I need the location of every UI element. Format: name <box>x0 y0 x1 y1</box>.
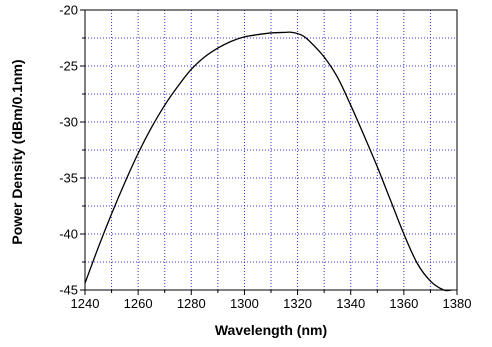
y-tick-label: -45 <box>59 283 78 298</box>
x-tick-label: 1320 <box>283 296 312 311</box>
x-axis-label: Wavelength (nm) <box>215 322 327 338</box>
x-tick-label: 1280 <box>177 296 206 311</box>
y-tick-label: -20 <box>59 3 78 18</box>
ticks <box>80 9 458 295</box>
x-tick-label: 1340 <box>336 296 365 311</box>
y-tick-label: -35 <box>59 171 78 186</box>
x-tick-label: 1360 <box>389 296 418 311</box>
series-line <box>84 31 452 292</box>
y-axis-label: Power Density (dBm/0.1nm) <box>9 59 25 244</box>
y-tick-label: -30 <box>59 115 78 130</box>
series-layer <box>84 31 452 292</box>
grid <box>85 10 457 290</box>
x-tick-label: 1240 <box>71 296 100 311</box>
tick-labels: 1240 1260 1280 1300 1320 1340 1360 1380 -45 -40 -3… <box>59 3 471 312</box>
x-tick-label: 1380 <box>443 296 472 311</box>
y-tick-label: -40 <box>59 227 78 242</box>
y-tick-label: -25 <box>59 59 78 74</box>
x-tick-label: 1260 <box>124 296 153 311</box>
x-tick-label: 1300 <box>230 296 259 311</box>
